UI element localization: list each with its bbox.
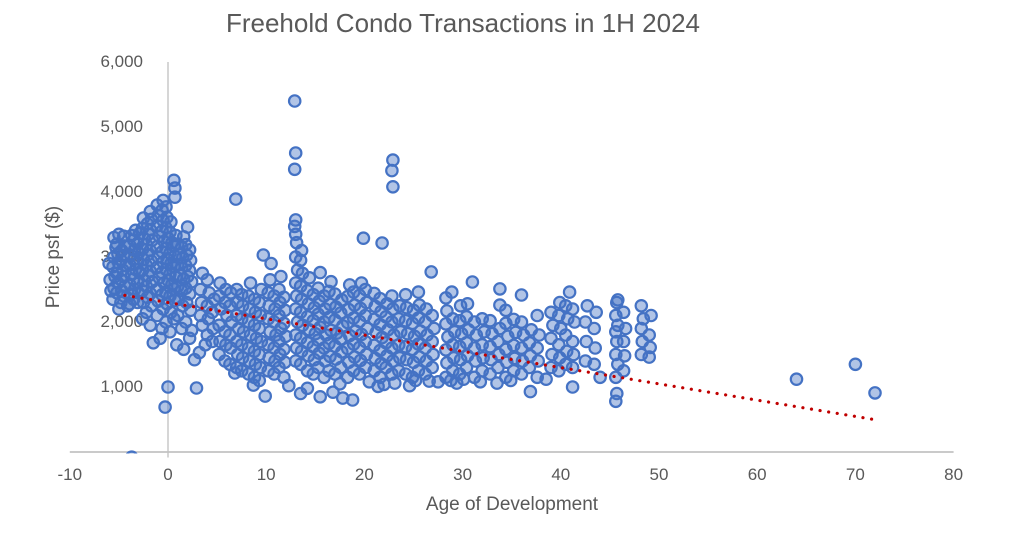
x-axis-title: Age of Development: [425, 494, 599, 515]
y-axis-title: Price psf ($): [43, 205, 64, 309]
x-tick-label: 40: [551, 465, 571, 484]
y-tick-label: 2,000: [100, 312, 143, 331]
x-tick-label: 70: [845, 465, 865, 484]
y-tick-label: 4,000: [100, 182, 143, 201]
x-tick-label: 10: [256, 465, 276, 484]
x-tick-label: 0: [163, 465, 173, 484]
chart-title: Freehold Condo Transactions in 1H 2024: [225, 8, 701, 38]
x-tick-label: -10: [57, 465, 83, 484]
x-tick-label: 60: [747, 465, 767, 484]
x-tick-label: 50: [649, 465, 669, 484]
y-tick-label: 1,000: [100, 377, 143, 396]
y-tick-label: 3,000: [100, 247, 143, 266]
y-tick-label: 5,000: [100, 117, 143, 136]
x-tick-label: 80: [944, 465, 964, 484]
x-tick-label: 20: [354, 465, 374, 484]
y-tick-label: 6,000: [100, 52, 143, 71]
x-tick-label: 30: [453, 465, 473, 484]
